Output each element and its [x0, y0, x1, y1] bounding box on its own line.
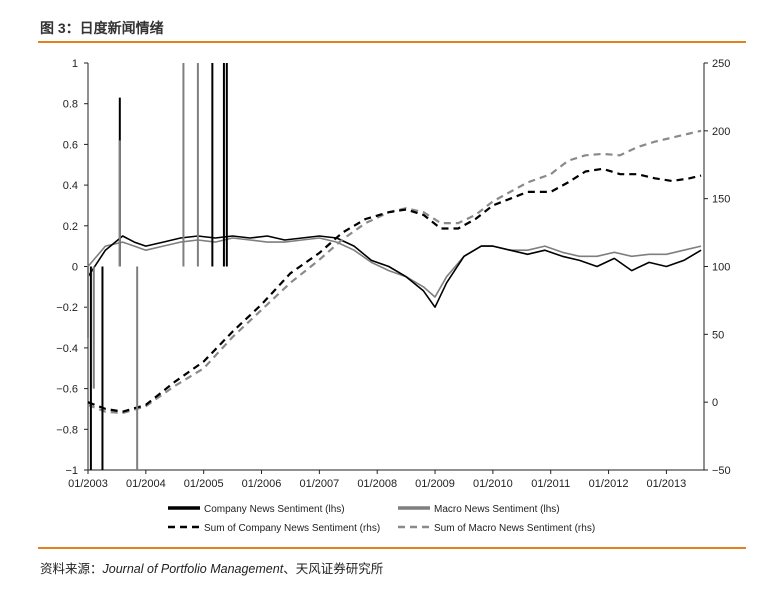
series-line — [87, 167, 702, 413]
left-tick-label: 0.6 — [63, 139, 78, 151]
x-tick-label: 01/2013 — [647, 478, 687, 490]
right-tick-label: 200 — [712, 126, 730, 138]
left-tick-label: 0.8 — [63, 99, 78, 111]
left-tick-label: −0.2 — [56, 302, 78, 314]
figure-title: 图 3：日度新闻情绪 — [40, 20, 164, 36]
right-tick-label: −50 — [712, 465, 731, 477]
x-tick-label: 01/2008 — [357, 478, 397, 490]
x-tick-label: 01/2005 — [184, 478, 224, 490]
left-tick-label: 0.2 — [63, 221, 78, 233]
x-tick-label: 01/2006 — [242, 478, 282, 490]
source-suffix: 、天风证券研究所 — [283, 562, 384, 576]
left-tick-label: 0.4 — [63, 180, 78, 192]
x-tick-label: 01/2007 — [299, 478, 339, 490]
source-prefix: 资料来源： — [40, 562, 103, 576]
top-divider — [38, 41, 746, 43]
left-tick-label: −0.6 — [56, 384, 78, 396]
right-tick-label: 50 — [712, 329, 724, 341]
legend-label: Macro News Sentiment (lhs) — [434, 504, 560, 515]
chart-series — [87, 63, 702, 470]
right-tick-label: 250 — [712, 58, 730, 70]
x-tick-label: 01/2004 — [126, 478, 166, 490]
right-tick-label: 0 — [712, 397, 718, 409]
right-tick-label: 100 — [712, 262, 730, 274]
bottom-divider — [38, 547, 746, 549]
x-tick-label: 01/2012 — [589, 478, 629, 490]
left-tick-label: −1 — [65, 465, 78, 477]
series-line — [87, 237, 702, 298]
left-tick-label: 0 — [72, 262, 78, 274]
chart-legend: Company News Sentiment (lhs) Macro News S… — [168, 504, 595, 534]
series-line — [87, 129, 702, 415]
x-tick-label: 01/2010 — [473, 478, 513, 490]
x-tick-label: 01/2011 — [531, 478, 570, 490]
source-note: 资料来源：Journal of Portfolio Management、天风证… — [40, 558, 383, 577]
source-journal: Journal of Portfolio Management — [102, 562, 284, 576]
legend-label: Sum of Company News Sentiment (rhs) — [204, 523, 380, 534]
legend-label: Sum of Macro News Sentiment (rhs) — [434, 523, 595, 534]
legend-label: Company News Sentiment (lhs) — [204, 504, 345, 515]
x-tick-label: 01/2009 — [415, 478, 455, 490]
left-tick-label: −0.4 — [56, 343, 78, 355]
x-tick-label: 01/2003 — [68, 478, 108, 490]
right-tick-label: 150 — [712, 194, 730, 206]
left-tick-label: 1 — [72, 58, 78, 70]
chart-axes: 1 0.8 0.6 0.4 0.2 0 −0.2 −0.4 −0.6 −0.8 −1 250 200 15… — [56, 58, 730, 490]
left-tick-label: −0.8 — [56, 424, 78, 436]
series-line — [87, 235, 702, 308]
